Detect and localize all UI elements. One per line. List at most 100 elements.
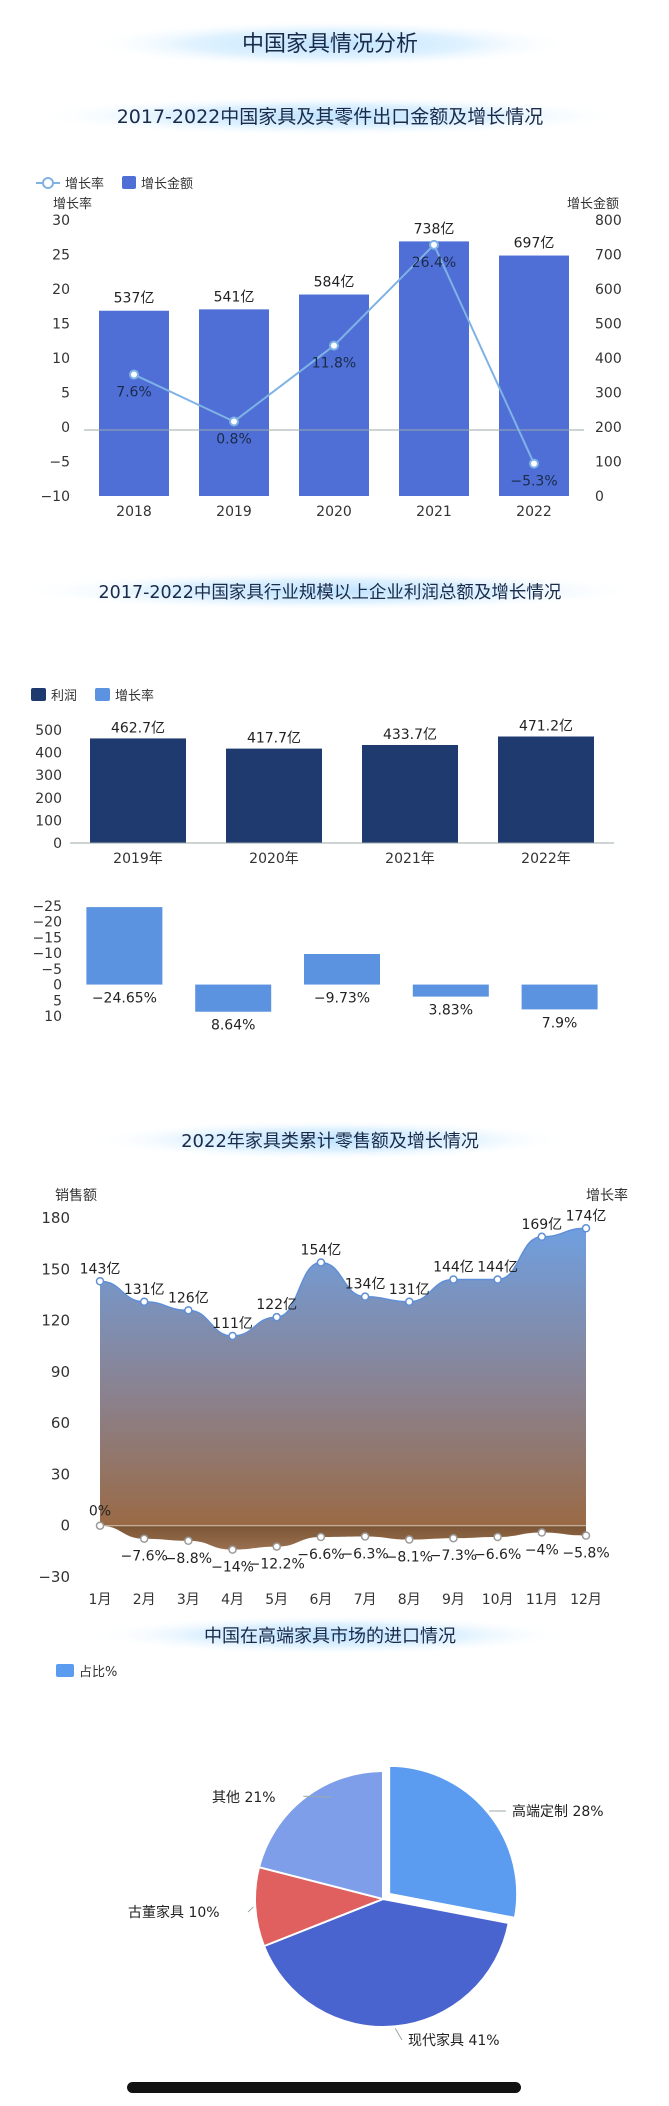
retail-rate-point: [360, 1532, 370, 1541]
profit-tick: 300: [35, 768, 62, 784]
growth-bar: [86, 907, 163, 985]
export-right-tick: 500: [595, 317, 622, 333]
legend-pie-icon: [56, 1664, 74, 1677]
retail-rate-point: [449, 1533, 458, 1543]
retail-rate-label: −8.1%: [386, 1550, 433, 1566]
retail-sales-point: [95, 1277, 105, 1286]
retail-sales-point: [184, 1306, 193, 1315]
pie-slice: [388, 1764, 519, 1920]
export-left-tick: 5: [61, 386, 70, 402]
retail-sales-label: 144亿: [433, 1260, 474, 1276]
retail-sales-point: [581, 1224, 591, 1233]
growth-bar-label: 3.83%: [429, 1003, 473, 1019]
retail-areas: [99, 1227, 587, 1550]
profit-tick: 200: [35, 791, 62, 807]
retail-chart-title-glow: [90, 1120, 570, 1160]
retail-rate-label: −4%: [525, 1543, 559, 1559]
export-bar: [99, 310, 169, 496]
retail-y-tick: 90: [51, 1363, 70, 1381]
retail-x-label: 11月: [526, 1592, 558, 1608]
retail-rate-point: [537, 1528, 547, 1537]
retail-rate-label: −14%: [211, 1560, 254, 1576]
profit-tick: 400: [35, 746, 62, 762]
retail-y-tick: 150: [41, 1260, 70, 1278]
retail-sales-label: 144亿: [477, 1260, 518, 1276]
retail-rate-label: −6.6%: [474, 1547, 521, 1563]
export-bar: [399, 241, 469, 496]
retail-rate-point: [316, 1532, 326, 1542]
retail-sales-label: 111亿: [212, 1316, 253, 1332]
profit-legend: 利润 增长率: [31, 688, 154, 704]
profit-chart-title-glow: [15, 571, 645, 611]
retail-y-tick: 30: [51, 1465, 70, 1483]
profit-tick: 500: [35, 723, 62, 739]
export-x-label: 2021: [416, 504, 452, 520]
retail-rate-point: [272, 1542, 281, 1551]
export-legend: 增长率 增长金额: [36, 176, 193, 192]
retail-sales-label: 131亿: [389, 1282, 430, 1298]
retail-sales-point: [537, 1232, 547, 1242]
legend-label-growth: 增长率: [115, 688, 154, 704]
export-rate-point: [229, 416, 239, 427]
profit-chart-title: 2017-2022中国家具行业规模以上企业利润总额及增长情况: [99, 583, 562, 603]
export-left-tick: 20: [52, 282, 70, 298]
retail-x-label: 5月: [265, 1592, 288, 1608]
retail-y-tick: 120: [41, 1312, 70, 1330]
legend-bar-icon: [122, 176, 136, 189]
retail-sales-point: [405, 1297, 414, 1307]
growth-bar-label: 8.64%: [211, 1018, 255, 1034]
profit-bar-label: 433.7亿: [383, 727, 437, 743]
retail-chart: 2022年家具类累计零售额及增长情况 销售额 增长率 180 150 120 90 60…: [38, 1120, 628, 1608]
export-bar-label: 541亿: [214, 289, 255, 305]
export-left-axis-label: 增长率: [53, 196, 92, 212]
pie-labels: 高端定制 28% 现代家具 41% 古董家具 10% 其他 21%: [128, 1790, 604, 2049]
growth-bars: −24.65% 8.64% −9.73% 3.83% 7.9%: [86, 907, 598, 1034]
retail-sales-point: [228, 1331, 237, 1341]
retail-x-label: 3月: [177, 1592, 200, 1608]
pie-leader-line: [247, 1906, 254, 1913]
retail-sales-point: [449, 1275, 458, 1284]
legend-growth-icon: [95, 688, 110, 701]
export-rate-point: [429, 239, 439, 250]
growth-tick: −25: [32, 899, 62, 915]
page-banner: 中国家具情况分析: [85, 20, 575, 68]
pie-leader-line: [303, 1795, 333, 1798]
retail-rate-area: [100, 1525, 586, 1550]
export-bars: 537亿 541亿 584亿 738亿 697亿: [99, 221, 569, 496]
export-right-tick: 300: [595, 386, 622, 402]
retail-rate-label: −7.6%: [121, 1549, 168, 1565]
export-chart-title: 2017-2022中国家具及其零件出口金额及增长情况: [117, 106, 544, 128]
home-indicator[interactable]: [127, 2082, 521, 2093]
retail-rate-label: 0%: [89, 1504, 111, 1520]
retail-rate-label: −6.3%: [341, 1546, 388, 1562]
export-bar-label: 584亿: [314, 275, 355, 291]
import-chart-title-glow: [90, 1615, 570, 1655]
page-title: 中国家具情况分析: [242, 32, 418, 57]
import-chart-title: 中国在高端家具市场的进口情况: [204, 1626, 456, 1647]
retail-sales-point: [272, 1312, 281, 1322]
pie-legend: 占比%: [56, 1664, 117, 1680]
retail-rate-label: −5.8%: [562, 1546, 609, 1562]
growth-tick: −5: [41, 962, 62, 978]
retail-rate-point: [95, 1521, 105, 1530]
profit-bar: [90, 738, 186, 843]
profit-bars: 462.7亿 417.7亿 433.7亿 471.2亿: [90, 719, 594, 843]
retail-sales-label: 134亿: [345, 1277, 386, 1293]
growth-bar: [521, 984, 598, 1010]
export-left-tick: −5: [49, 455, 70, 471]
retail-sales-label: 143亿: [80, 1261, 121, 1277]
profit-bar-label: 417.7亿: [247, 731, 301, 747]
profit-x-labels: 2019年 2020年 2021年 2022年: [113, 851, 571, 867]
retail-sales-point: [360, 1292, 370, 1301]
retail-rate-point: [493, 1532, 502, 1542]
growth-bar-label: −24.65%: [92, 991, 157, 1007]
profit-tick: 0: [53, 836, 62, 852]
export-rate-label: 26.4%: [412, 255, 456, 271]
growth-bar: [412, 984, 489, 997]
retail-y-tick: 0: [60, 1517, 70, 1535]
growth-tick: 0: [53, 978, 62, 994]
retail-x-label: 9月: [442, 1592, 465, 1608]
export-x-label: 2020: [316, 504, 352, 520]
retail-sales-point: [493, 1275, 502, 1284]
